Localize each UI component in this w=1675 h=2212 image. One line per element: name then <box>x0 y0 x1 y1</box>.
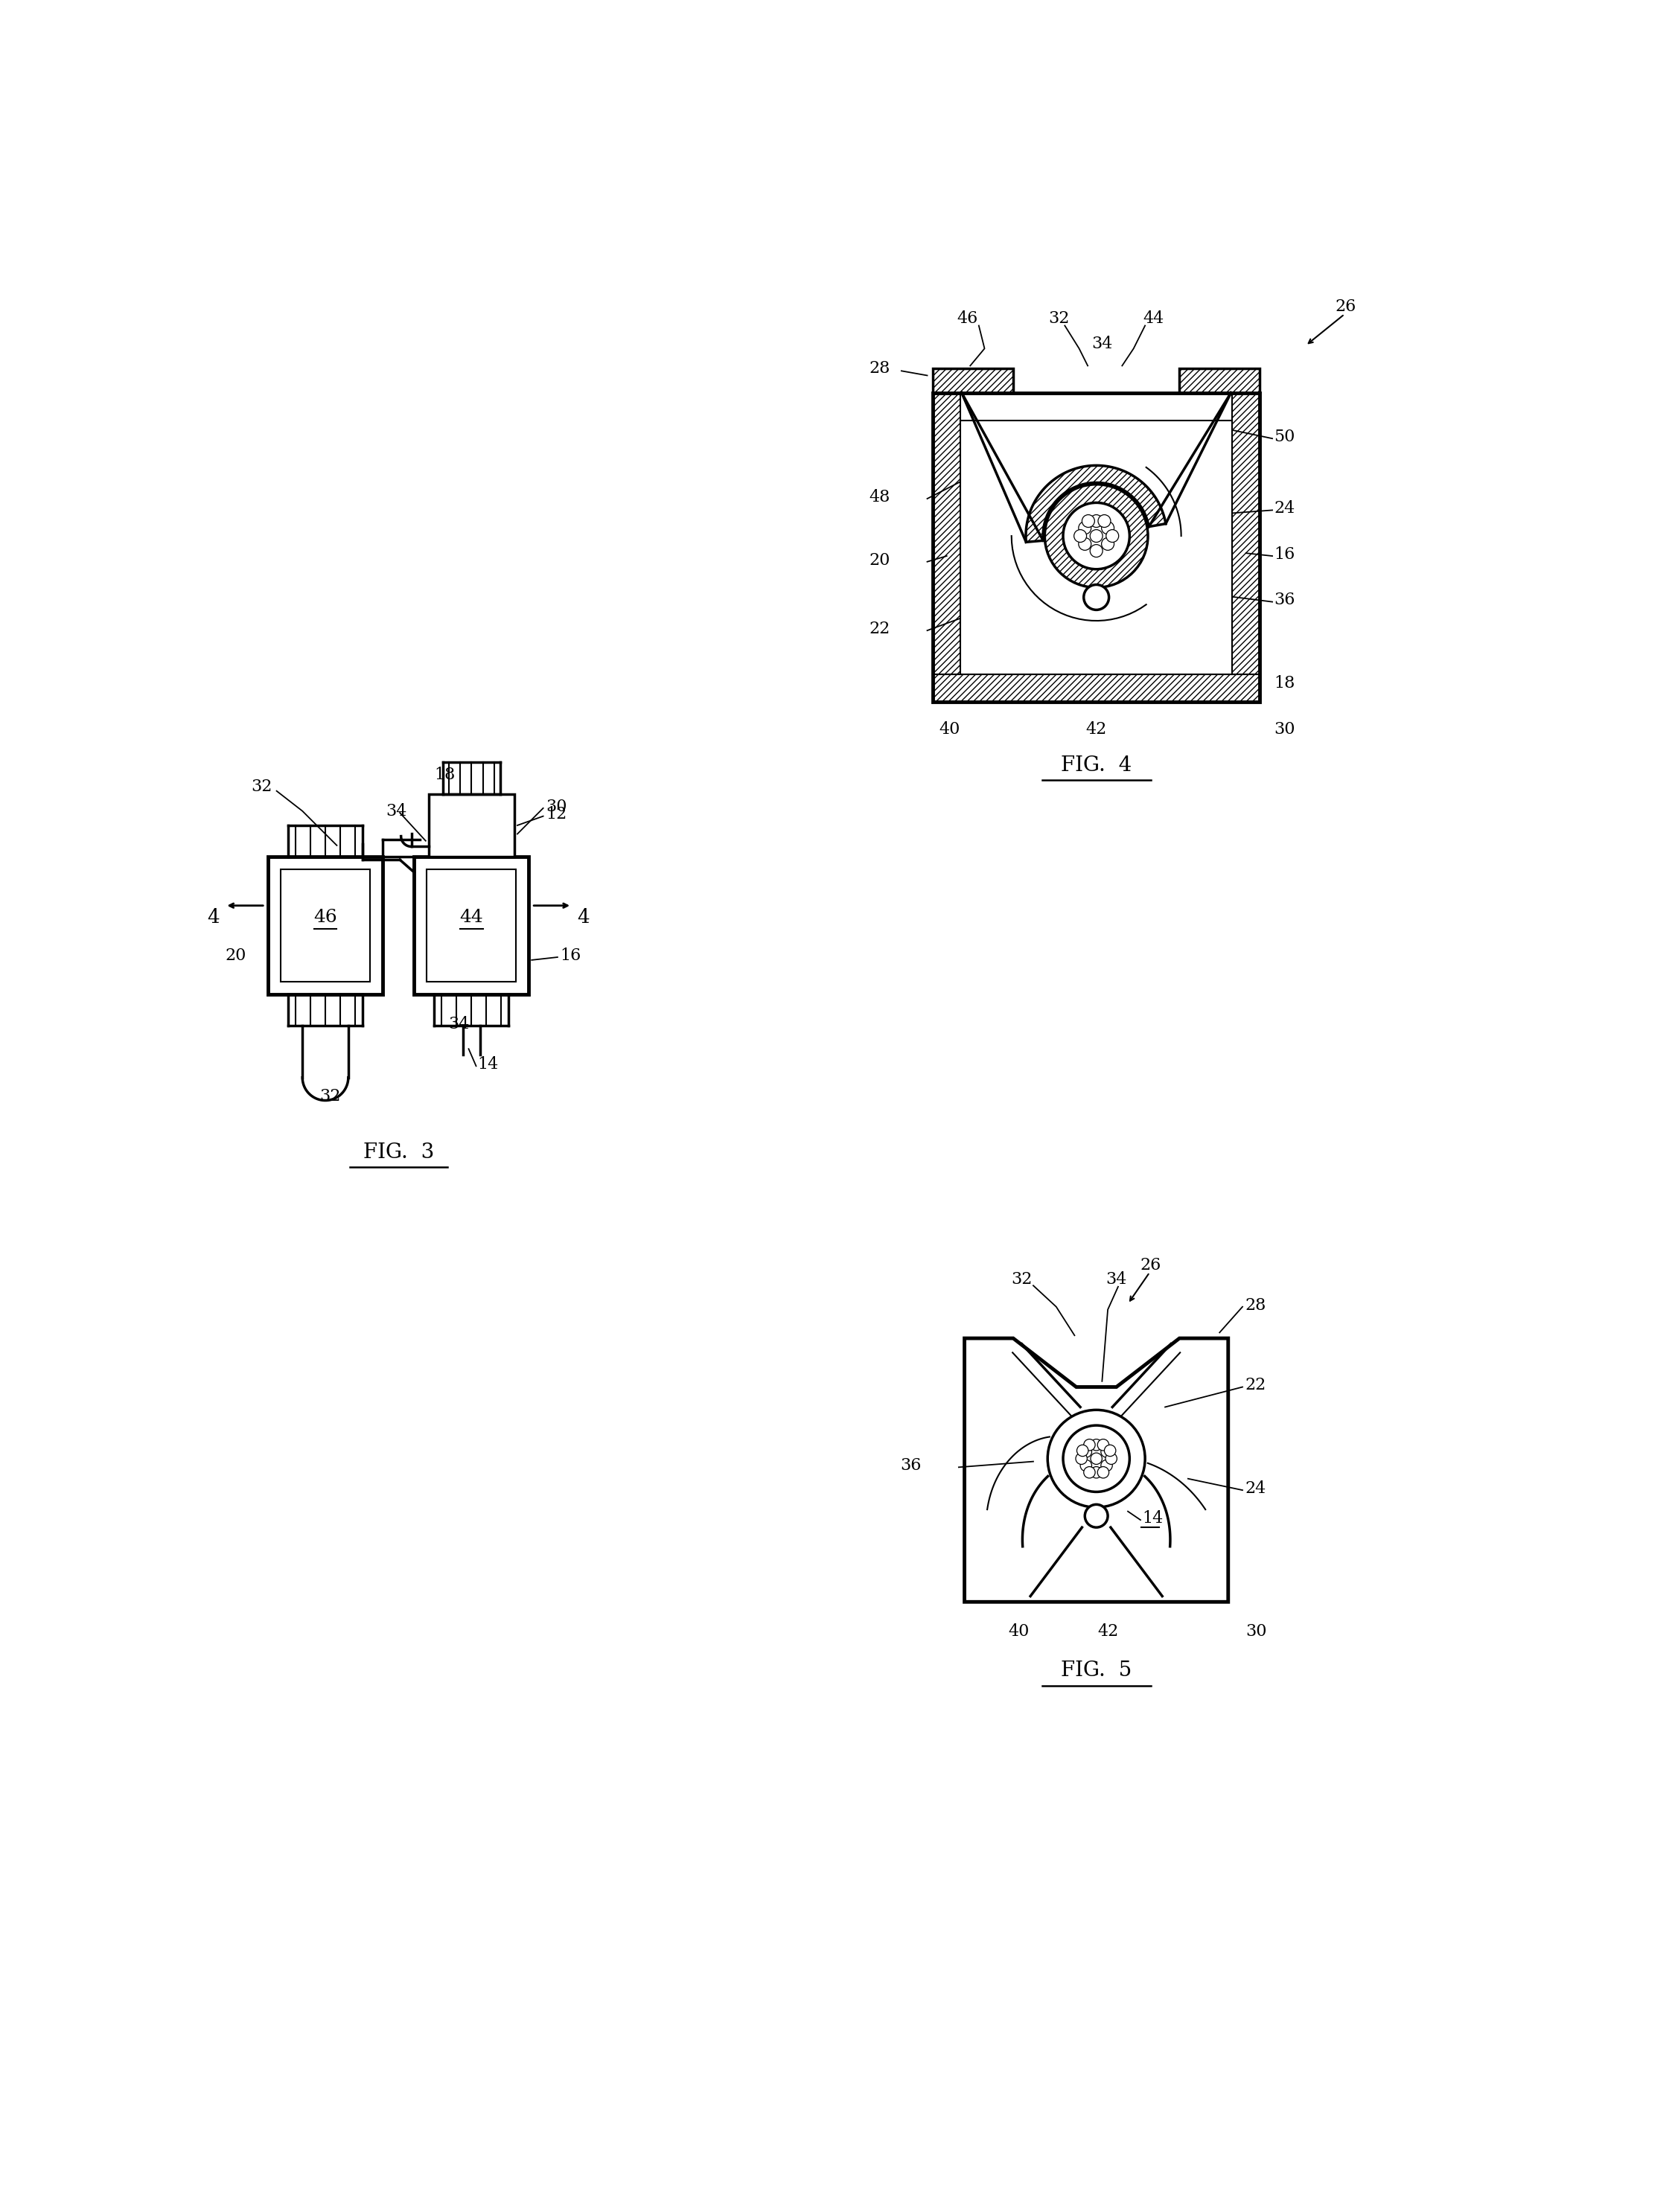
Circle shape <box>1047 1409 1146 1506</box>
Text: FIG.  3: FIG. 3 <box>363 1141 434 1161</box>
Text: 24: 24 <box>1275 500 1295 518</box>
Circle shape <box>1106 529 1119 542</box>
Text: 40: 40 <box>938 721 960 737</box>
Bar <box>268 856 382 995</box>
Text: 34: 34 <box>385 803 407 818</box>
Text: 18: 18 <box>434 768 456 783</box>
Bar <box>1179 369 1260 394</box>
Bar <box>960 420 1233 675</box>
Circle shape <box>1100 1447 1112 1458</box>
Text: 20: 20 <box>224 947 246 964</box>
Text: 18: 18 <box>1275 675 1295 692</box>
Circle shape <box>1080 1447 1092 1458</box>
Text: 36: 36 <box>901 1458 921 1473</box>
Text: 28: 28 <box>1246 1296 1266 1314</box>
Text: FIG.  4: FIG. 4 <box>1060 754 1132 776</box>
Circle shape <box>1090 1453 1102 1464</box>
Polygon shape <box>965 1338 1228 1601</box>
Text: 42: 42 <box>1085 721 1107 737</box>
Text: 16: 16 <box>561 947 581 964</box>
Circle shape <box>1090 544 1102 557</box>
Text: 30: 30 <box>1246 1624 1266 1639</box>
Circle shape <box>1090 1467 1102 1478</box>
Bar <box>427 869 516 982</box>
Circle shape <box>1104 1444 1116 1455</box>
Text: 44: 44 <box>1142 310 1164 327</box>
Circle shape <box>1102 522 1114 535</box>
Circle shape <box>1085 1504 1107 1528</box>
Text: 32: 32 <box>251 779 271 794</box>
Circle shape <box>1082 515 1094 526</box>
Bar <box>933 394 1260 701</box>
Text: 24: 24 <box>1246 1480 1266 1498</box>
Circle shape <box>1100 1460 1112 1471</box>
Text: 34: 34 <box>1092 336 1112 352</box>
Circle shape <box>1097 1467 1109 1478</box>
Circle shape <box>1084 584 1109 611</box>
Bar <box>414 856 529 995</box>
Text: 32: 32 <box>1049 310 1070 327</box>
Circle shape <box>1090 529 1102 542</box>
Bar <box>429 794 514 856</box>
Text: 4: 4 <box>208 907 219 927</box>
Bar <box>281 869 370 982</box>
Circle shape <box>1080 1460 1092 1471</box>
Text: 32: 32 <box>1012 1272 1032 1287</box>
Circle shape <box>1074 529 1087 542</box>
Text: 14: 14 <box>477 1057 497 1073</box>
Text: 20: 20 <box>869 553 889 568</box>
Circle shape <box>1090 515 1102 526</box>
Circle shape <box>1097 1440 1109 1451</box>
Text: 44: 44 <box>459 909 484 925</box>
Circle shape <box>1064 502 1129 568</box>
Text: 48: 48 <box>869 489 889 504</box>
Text: 12: 12 <box>546 807 568 823</box>
Text: 14: 14 <box>1142 1511 1162 1526</box>
Text: 34: 34 <box>1106 1272 1127 1287</box>
Circle shape <box>1099 515 1111 526</box>
Bar <box>1233 394 1260 675</box>
Circle shape <box>1075 1453 1087 1464</box>
Circle shape <box>1084 1440 1095 1451</box>
Circle shape <box>1106 1453 1117 1464</box>
Text: 16: 16 <box>1275 546 1295 562</box>
Text: 22: 22 <box>869 622 889 637</box>
Circle shape <box>1102 538 1114 551</box>
Circle shape <box>1045 484 1147 588</box>
Text: 26: 26 <box>1335 299 1357 314</box>
Text: 46: 46 <box>313 909 337 925</box>
Circle shape <box>1077 1444 1089 1455</box>
Text: 28: 28 <box>869 361 889 376</box>
Text: 36: 36 <box>1275 593 1295 608</box>
Text: 4: 4 <box>578 907 590 927</box>
Circle shape <box>1084 1467 1095 1478</box>
Text: 42: 42 <box>1097 1624 1119 1639</box>
Text: FIG.  5: FIG. 5 <box>1060 1661 1132 1681</box>
Circle shape <box>1079 538 1090 551</box>
Bar <box>933 675 1260 701</box>
Circle shape <box>1064 1425 1129 1491</box>
Circle shape <box>1090 1440 1102 1451</box>
Text: 50: 50 <box>1275 429 1295 445</box>
Text: 30: 30 <box>546 799 568 814</box>
Bar <box>933 369 1013 394</box>
Text: 26: 26 <box>1141 1256 1161 1274</box>
Text: 32: 32 <box>320 1088 340 1104</box>
Circle shape <box>1079 522 1090 535</box>
Text: 34: 34 <box>449 1015 469 1033</box>
Text: 30: 30 <box>1275 721 1295 737</box>
Text: 22: 22 <box>1246 1378 1266 1394</box>
Text: 46: 46 <box>956 310 978 327</box>
Bar <box>933 394 960 675</box>
Text: 40: 40 <box>1008 1624 1030 1639</box>
